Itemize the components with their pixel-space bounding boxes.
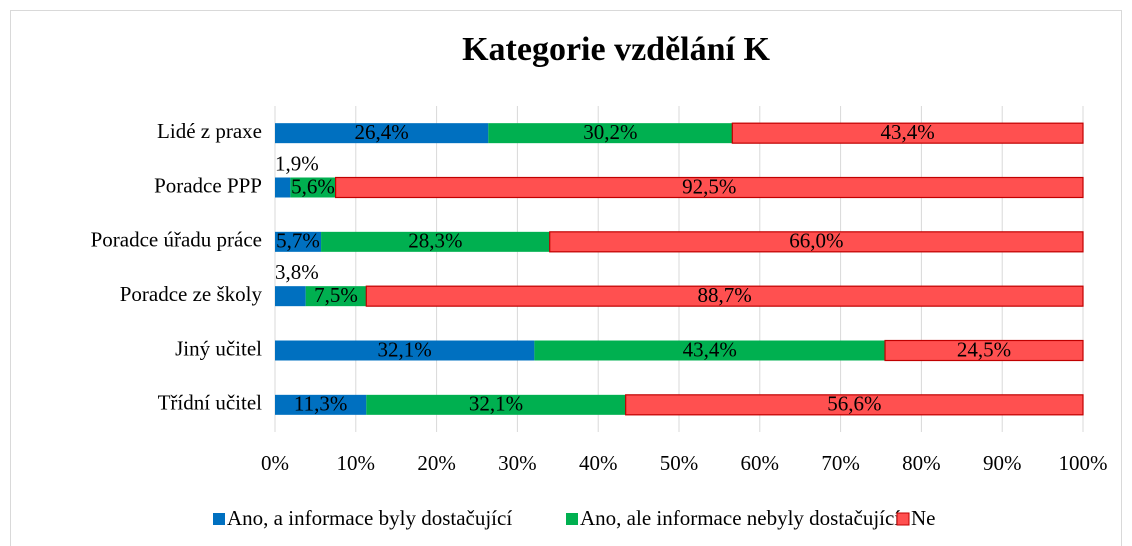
data-label: 7,5% — [314, 283, 358, 307]
legend-label: Ano, a informace byly dostačující — [227, 506, 512, 530]
data-label: 3,8% — [275, 260, 319, 284]
bar-segment — [275, 123, 489, 144]
chart-border — [10, 10, 1122, 546]
data-label: 1,9% — [275, 151, 319, 175]
chart-title: Kategorie vzdělání K — [462, 31, 770, 68]
x-tick-label: 70% — [821, 451, 860, 475]
bar-segment — [731, 122, 1084, 144]
data-label: 28,3% — [408, 229, 462, 253]
data-label: 43,4% — [881, 120, 935, 144]
bar-segment — [275, 286, 306, 307]
y-tick-label: Třídní učitel — [158, 391, 263, 415]
y-tick-label: Poradce úřadu práce — [91, 228, 262, 252]
data-label: 32,1% — [469, 392, 523, 416]
data-label: 92,5% — [682, 174, 736, 198]
y-tick-label: Lidé z praxe — [157, 119, 262, 143]
y-tick-label: Jiný učitel — [175, 336, 262, 360]
bar-segment — [625, 394, 1084, 416]
x-tick-label: 0% — [261, 451, 289, 475]
x-tick-label: 90% — [983, 451, 1022, 475]
bar-segment — [275, 340, 535, 361]
bar-segment — [884, 339, 1084, 362]
data-label: 30,2% — [583, 120, 637, 144]
bar-segment — [305, 286, 367, 307]
legend-label: Ano, ale informace nebyly dostačující — [580, 506, 900, 530]
data-label: 24,5% — [957, 337, 1011, 361]
x-tick-label: 80% — [902, 451, 941, 475]
bar-segment — [365, 285, 1084, 307]
data-label: 5,7% — [276, 229, 320, 253]
x-tick-label: 40% — [579, 451, 618, 475]
y-tick-label: Poradce ze školy — [120, 282, 263, 306]
legend-swatch — [566, 513, 578, 525]
legend-swatch — [896, 512, 910, 526]
bar-segment — [275, 231, 322, 252]
x-tick-label: 60% — [741, 451, 780, 475]
data-label: 43,4% — [683, 337, 737, 361]
bar-segment — [534, 340, 886, 361]
x-tick-label: 10% — [337, 451, 376, 475]
legend-swatch — [213, 513, 225, 525]
legend-label: Ne — [911, 506, 936, 530]
bar-segment — [275, 394, 367, 415]
bar-segment — [335, 176, 1084, 199]
data-label: 11,3% — [294, 392, 347, 416]
x-tick-label: 20% — [417, 451, 456, 475]
data-label: 88,7% — [698, 283, 752, 307]
bar-segment — [275, 177, 291, 198]
data-label: 5,6% — [291, 174, 335, 198]
data-label: 56,6% — [827, 392, 881, 416]
bar-segment — [488, 123, 733, 144]
bar-segment — [366, 394, 626, 415]
bar-segment — [321, 231, 550, 252]
data-label: 66,0% — [789, 229, 843, 253]
y-tick-label: Poradce PPP — [154, 173, 262, 197]
x-tick-label: 30% — [498, 451, 537, 475]
x-tick-label: 100% — [1059, 451, 1108, 475]
bar-segment — [549, 231, 1084, 253]
data-label: 32,1% — [378, 337, 432, 361]
x-tick-label: 50% — [660, 451, 699, 475]
bar-segment — [290, 177, 336, 198]
data-label: 26,4% — [355, 120, 409, 144]
